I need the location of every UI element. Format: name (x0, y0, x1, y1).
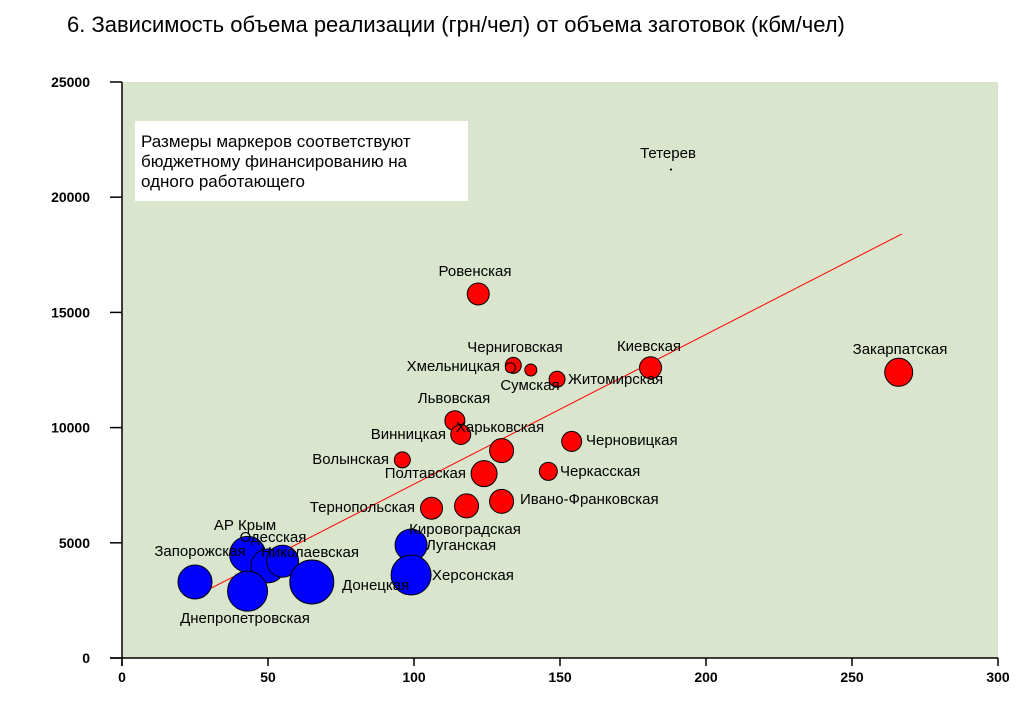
x-tick-label: 250 (840, 669, 864, 685)
point-marker (393, 451, 411, 469)
x-tick-label: 100 (402, 669, 426, 685)
point-marker (669, 168, 673, 171)
x-tick-label: 0 (118, 669, 126, 685)
point-label: Донецкая (342, 577, 409, 594)
point-label: Черкасская (560, 463, 640, 480)
y-tick-label: 5000 (59, 535, 90, 551)
note-line: Размеры маркеров соответствуют (141, 132, 411, 151)
point-marker (450, 424, 472, 446)
point-label: Запорожская (154, 543, 245, 560)
point-marker (561, 430, 583, 452)
point-label: Закарпатская (853, 341, 948, 358)
point-label: Киевская (617, 338, 681, 355)
point-labels: Тетерев Ровенская Закарпатская Киевская Черн… (154, 145, 947, 627)
point-marker (524, 363, 538, 377)
point-label: Черновицкая (586, 432, 678, 449)
point-marker (289, 559, 335, 605)
data-points (177, 168, 914, 612)
point-marker (177, 564, 213, 600)
x-tick-label: 200 (694, 669, 718, 685)
point-marker (466, 282, 490, 306)
y-tick-label: 10000 (51, 420, 90, 436)
point-label: Волынская (312, 451, 389, 468)
point-label: Сумская (500, 377, 559, 394)
point-label: Тетерев (640, 145, 696, 162)
x-tick-label: 150 (548, 669, 572, 685)
point-marker (884, 357, 914, 387)
y-tick-label: 0 (82, 650, 90, 666)
point-marker (390, 554, 432, 596)
point-label: Херсонская (432, 567, 514, 584)
note-line: бюджетному финансированию на (141, 152, 408, 171)
point-label: АР Крым (214, 517, 276, 534)
point-label: Хмельницкая (407, 358, 500, 375)
point-label: Ровенская (439, 263, 512, 280)
point-marker (420, 496, 444, 520)
point-marker (538, 461, 558, 481)
y-tick-label: 25000 (51, 74, 90, 90)
point-marker (266, 544, 300, 578)
point-label: Винницкая (371, 426, 446, 443)
point-marker (489, 438, 515, 464)
chart-title: 6. Зависимость объема реализации (грн/че… (67, 12, 845, 37)
point-label: Ивано-Франковская (520, 491, 659, 508)
point-marker (489, 488, 515, 514)
point-label: Кировоградская (409, 521, 521, 538)
y-tick-label: 20000 (51, 189, 90, 205)
point-label: Львовская (418, 390, 490, 407)
point-label: Николаевская (261, 544, 359, 561)
trendline (200, 233, 902, 594)
x-tick-label: 300 (986, 669, 1010, 685)
point-label: Одесская (240, 529, 307, 546)
x-tick-label: 50 (260, 669, 276, 685)
note-box (135, 121, 468, 201)
point-label: Полтавская (385, 465, 466, 482)
point-label: Житомирская (568, 371, 663, 388)
point-marker (454, 493, 480, 519)
point-marker (227, 570, 269, 612)
point-label: Тернопольская (310, 499, 415, 516)
y-tick-label: 15000 (51, 304, 90, 320)
point-label: Луганская (426, 537, 496, 554)
point-marker (470, 460, 498, 488)
point-label: Черниговская (467, 339, 563, 356)
point-label: Днепропетровская (180, 610, 310, 627)
point-label: Харьковская (456, 419, 544, 436)
axes: 0 5000 10000 15000 20000 25000 0 50 100 150 200 250… (51, 74, 1010, 685)
trendline-line (200, 233, 902, 594)
point-marker (504, 362, 516, 374)
point-marker (548, 370, 566, 388)
note-line: одного работающего (141, 172, 305, 191)
legend-note: Размеры маркеров соответствуютбюджетному… (135, 121, 468, 201)
point-marker (639, 356, 663, 380)
